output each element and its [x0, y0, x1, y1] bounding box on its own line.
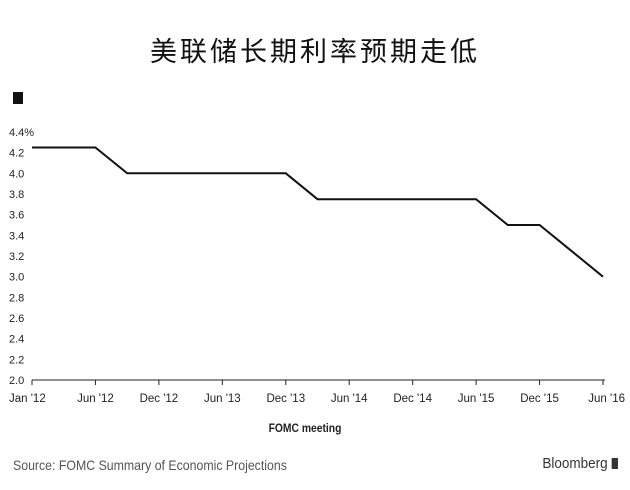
- series-line: [32, 146, 604, 278]
- x-tick-label: Dec '15: [520, 393, 559, 405]
- y-tick-label: 2.6: [9, 313, 24, 325]
- bloomberg-mark-icon: [611, 458, 618, 469]
- y-tick-label: 3.0: [9, 272, 24, 284]
- y-tick-label: 3.8: [9, 189, 24, 201]
- line-chart: 2.0 2.2 2.4 2.6 2.8 3.0 3.2 3.4 3.6 3.8 4.0 4.2 4.4%…: [9, 127, 625, 405]
- y-tick-label: 2.8: [9, 292, 24, 304]
- x-tick-label: Jun '13: [204, 393, 241, 405]
- x-tick-label: Jun '15: [458, 393, 495, 405]
- y-tick-label: 3.2: [9, 251, 24, 263]
- y-tick-label: 4.0: [9, 168, 24, 180]
- series-layer: [31, 146, 604, 278]
- x-tick-label: Jan '12: [9, 393, 46, 405]
- x-tick-label: Dec '14: [393, 393, 432, 405]
- x-tick-label: Jun '14: [331, 393, 368, 405]
- brand-name: Bloomberg: [542, 455, 609, 472]
- x-tick-label: Dec '12: [140, 393, 179, 405]
- y-tick-label: 4.2: [9, 148, 24, 160]
- x-axis-label: FOMC meeting: [268, 421, 342, 435]
- y-axis: 2.0 2.2 2.4 2.6 2.8 3.0 3.2 3.4 3.6 3.8 4.0 4.2 4.4%: [9, 127, 34, 387]
- y-unit-label: 4.4%: [9, 127, 34, 139]
- y-tick-label: 2.4: [9, 334, 24, 346]
- legend-swatch: [13, 92, 23, 104]
- x-tick-label: Jun '16: [588, 393, 625, 405]
- brand-logo: Bloomberg: [543, 455, 618, 472]
- y-tick-label: 2.2: [9, 354, 24, 366]
- x-tick-label: Dec '13: [266, 393, 305, 405]
- x-tick-label: Jun '12: [77, 393, 114, 405]
- source-note: Source: FOMC Summary of Economic Project…: [13, 457, 287, 473]
- y-tick-label: 3.6: [9, 210, 24, 222]
- chart-title: 美联储长期利率预期走低: [150, 37, 480, 68]
- x-axis: Jan '12 Jun '12 Dec '12 Jun '13 Dec '13 Jun '…: [9, 379, 625, 405]
- y-tick-label: 2.0: [9, 375, 24, 387]
- y-tick-label: 3.4: [9, 230, 24, 242]
